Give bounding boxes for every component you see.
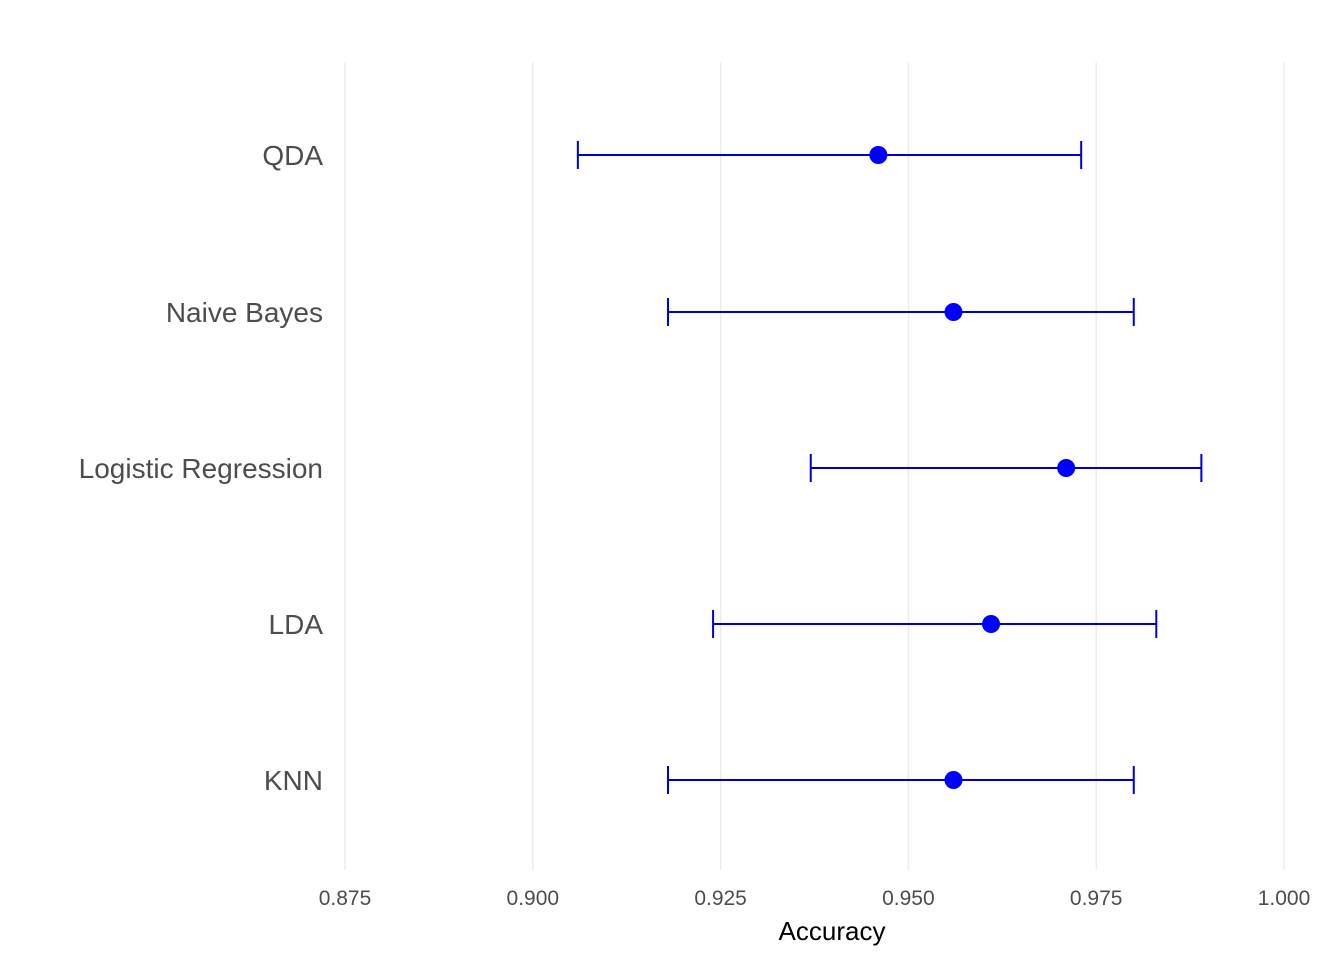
grid-layer — [344, 62, 1285, 870]
x-tick-label: 0.975 — [1070, 887, 1123, 910]
category-label: LDA — [269, 609, 324, 640]
error-bar — [576, 141, 1083, 169]
data-point — [944, 303, 963, 321]
x-tick-label: 0.875 — [319, 887, 372, 910]
x-tick-label: 0.900 — [507, 887, 560, 910]
x-tick-label: 1.000 — [1258, 887, 1311, 910]
point-layer — [869, 146, 1076, 789]
category-label: Naive Bayes — [166, 297, 323, 328]
error-bar — [809, 454, 1203, 482]
category-label: Logistic Regression — [79, 453, 323, 484]
error-bar — [667, 766, 1135, 794]
data-point — [982, 615, 1001, 633]
error-bar — [667, 298, 1135, 326]
errorbar-layer — [576, 141, 1203, 794]
category-label: KNN — [264, 765, 323, 796]
x-axis-title: Accuracy — [779, 916, 886, 946]
x-tick-label: 0.925 — [694, 887, 747, 910]
data-point — [1057, 459, 1076, 477]
x-tick-label: 0.950 — [882, 887, 935, 910]
error-bar — [712, 610, 1158, 638]
x-tick-labels: 0.875 0.900 0.925 0.950 0.975 1.000 — [319, 887, 1311, 910]
data-point — [869, 146, 888, 164]
category-labels: KNN LDA Logistic Regression Naive Bayes QDA — [79, 140, 324, 796]
data-point — [944, 771, 963, 789]
category-label: QDA — [262, 140, 323, 171]
